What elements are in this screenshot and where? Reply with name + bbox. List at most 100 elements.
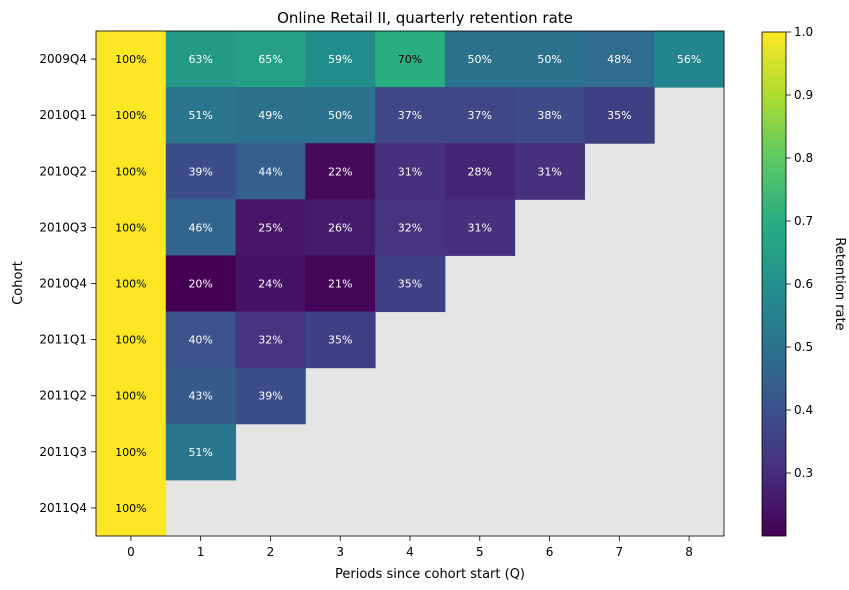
heatmap-cell	[584, 31, 655, 88]
heatmap-cell	[165, 31, 237, 88]
heatmap-cell	[444, 31, 516, 88]
heatmap-cell	[96, 31, 167, 88]
colorbar-tick-label: 0.7	[794, 214, 813, 228]
cell-value-label: 100%	[115, 446, 146, 459]
cell-value-label: 21%	[328, 278, 352, 291]
heatmap-cell	[235, 199, 306, 256]
heatmap-cell	[375, 31, 446, 88]
heatmap-cell	[305, 87, 376, 144]
x-tick-label: 4	[406, 545, 414, 559]
x-tick-label: 6	[546, 545, 554, 559]
heatmap-cell	[375, 143, 446, 200]
heatmap-cell	[165, 311, 237, 369]
heatmap-cell	[584, 87, 655, 144]
heatmap-cell	[96, 367, 167, 425]
heatmap-cell	[235, 311, 306, 369]
heatmap-cell	[165, 367, 237, 425]
heatmap-cell	[305, 311, 376, 369]
y-axis-label: Cohort	[11, 261, 26, 305]
cell-value-label: 49%	[258, 109, 282, 122]
cell-value-label: 50%	[328, 109, 352, 122]
heatmap-cell	[165, 143, 237, 200]
colorbar-gradient	[761, 31, 787, 537]
cell-value-label: 26%	[328, 221, 352, 234]
cell-value-label: 56%	[677, 53, 701, 66]
cell-value-label: 35%	[607, 109, 631, 122]
colorbar-label: Retention rate	[832, 237, 847, 330]
cell-value-label: 37%	[398, 109, 422, 122]
cell-value-label: 100%	[115, 165, 146, 178]
x-tick-label: 1	[197, 545, 205, 559]
cell-value-label: 100%	[115, 53, 146, 66]
cell-value-label: 100%	[115, 502, 146, 515]
cell-value-label: 100%	[115, 334, 146, 347]
heatmap-cell	[96, 199, 167, 256]
x-axis-label: Periods since cohort start (Q)	[335, 567, 525, 582]
cell-value-label: 22%	[328, 165, 352, 178]
colorbar-tick-label: 0.9	[794, 88, 813, 102]
colorbar-tick-label: 0.8	[794, 151, 813, 165]
cell-value-label: 46%	[188, 221, 212, 234]
cell-value-label: 48%	[607, 53, 631, 66]
heatmap-cell	[444, 87, 516, 144]
heatmap-cell	[305, 31, 376, 88]
heatmap-cell	[165, 255, 237, 313]
heatmap-cell	[235, 367, 306, 425]
y-tick-label: 2009Q4	[39, 52, 87, 66]
cell-value-label: 40%	[188, 334, 212, 347]
cell-value-label: 39%	[258, 390, 282, 403]
heatmap-cell	[444, 199, 516, 256]
y-tick-label: 2011Q2	[39, 389, 87, 403]
cell-value-label: 100%	[115, 109, 146, 122]
cell-value-label: 31%	[468, 221, 492, 234]
cell-value-label: 25%	[258, 221, 282, 234]
heatmap-cell	[96, 143, 167, 200]
cell-value-label: 59%	[328, 53, 352, 66]
colorbar-tick-label: 0.5	[794, 340, 813, 354]
colorbar-tick-label: 0.3	[794, 466, 813, 480]
cell-value-label: 31%	[398, 165, 422, 178]
heatmap-cell	[305, 143, 376, 200]
cell-value-label: 100%	[115, 278, 146, 291]
y-tick-label: 2011Q1	[39, 333, 87, 347]
cell-value-label: 100%	[115, 390, 146, 403]
cell-value-label: 51%	[188, 109, 212, 122]
heatmap-cell-labels: 100% 63% 65% 59% 70% 50% 50% 48% 56% 100% 51% 49% 50…	[115, 53, 701, 515]
heatmap-cell	[375, 87, 446, 144]
heatmap-cell	[514, 87, 585, 144]
cell-value-label: 35%	[328, 334, 352, 347]
colorbar-tick-label: 1.0	[794, 25, 813, 39]
x-tick-label: 5	[476, 545, 484, 559]
heatmap-cell	[305, 255, 376, 313]
cell-value-label: 24%	[258, 278, 282, 291]
chart-title: Online Retail II, quarterly retention ra…	[277, 9, 573, 27]
heatmap-cell	[514, 143, 585, 200]
cell-value-label: 100%	[115, 221, 146, 234]
heatmap-cell	[235, 87, 306, 144]
heatmap-cell	[235, 255, 306, 313]
x-tick-label: 7	[616, 545, 624, 559]
heatmap-cell	[96, 311, 167, 369]
heatmap-cell	[375, 255, 446, 313]
cell-value-label: 31%	[537, 165, 561, 178]
colorbar-tick-label: 0.4	[794, 403, 813, 417]
cell-value-label: 28%	[468, 165, 492, 178]
cell-value-label: 35%	[398, 278, 422, 291]
cell-value-label: 50%	[468, 53, 492, 66]
heatmap-cell	[165, 199, 237, 256]
heatmap-cell	[96, 423, 167, 481]
cell-value-label: 51%	[188, 446, 212, 459]
heatmap-cell	[514, 31, 585, 88]
y-tick-label: 2010Q1	[39, 108, 87, 122]
cell-value-label: 32%	[398, 221, 422, 234]
heatmap-axes: 0 1 2 3 4 5 6 7 8 2009Q4 2010Q1 2010Q2 2010Q3 2010Q4 2…	[39, 30, 725, 559]
heatmap-cell	[305, 199, 376, 256]
cell-value-label: 70%	[398, 53, 422, 66]
cell-value-label: 37%	[468, 109, 492, 122]
y-tick-label: 2010Q2	[39, 164, 87, 178]
cell-value-label: 43%	[188, 390, 212, 403]
cell-value-label: 39%	[188, 165, 212, 178]
colorbar: 0.3 0.4 0.5 0.6 0.7 0.8 0.9 1.0	[761, 25, 813, 537]
cell-value-label: 20%	[188, 278, 212, 291]
